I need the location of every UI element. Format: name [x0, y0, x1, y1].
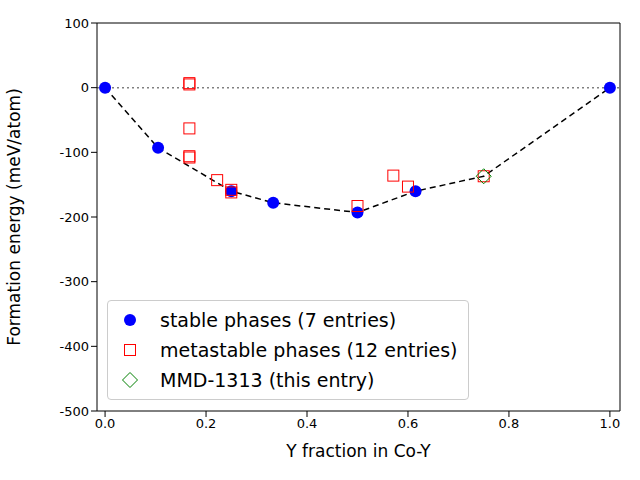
- svg-text:1.0: 1.0: [600, 416, 621, 431]
- svg-text:-500: -500: [59, 404, 89, 419]
- html-text:metastable phases (12 entries): metastable phases (12 entries): [160, 339, 458, 361]
- svg-text:0.2: 0.2: [196, 416, 217, 431]
- svg-text:-400: -400: [59, 339, 89, 354]
- svg-text:100: 100: [64, 16, 89, 31]
- svg-text:-100: -100: [59, 145, 89, 160]
- svg-text:0: 0: [81, 80, 89, 95]
- svg-text:-300: -300: [59, 274, 89, 289]
- svg-text:0.4: 0.4: [297, 416, 318, 431]
- svg-text:0.0: 0.0: [95, 416, 116, 431]
- svg-text:0.6: 0.6: [398, 416, 419, 431]
- svg-text:0.8: 0.8: [499, 416, 520, 431]
- html-text:stable phases (7 entries): stable phases (7 entries): [160, 309, 397, 331]
- html-text:MMD-1313 (this entry): MMD-1313 (this entry): [160, 369, 375, 391]
- svg-text:Y fraction in Co-Y: Y fraction in Co-Y: [285, 441, 431, 461]
- svg-text:Formation energy (meV/atom): Formation energy (meV/atom): [8, 88, 24, 346]
- svg-text:-200: -200: [59, 210, 89, 225]
